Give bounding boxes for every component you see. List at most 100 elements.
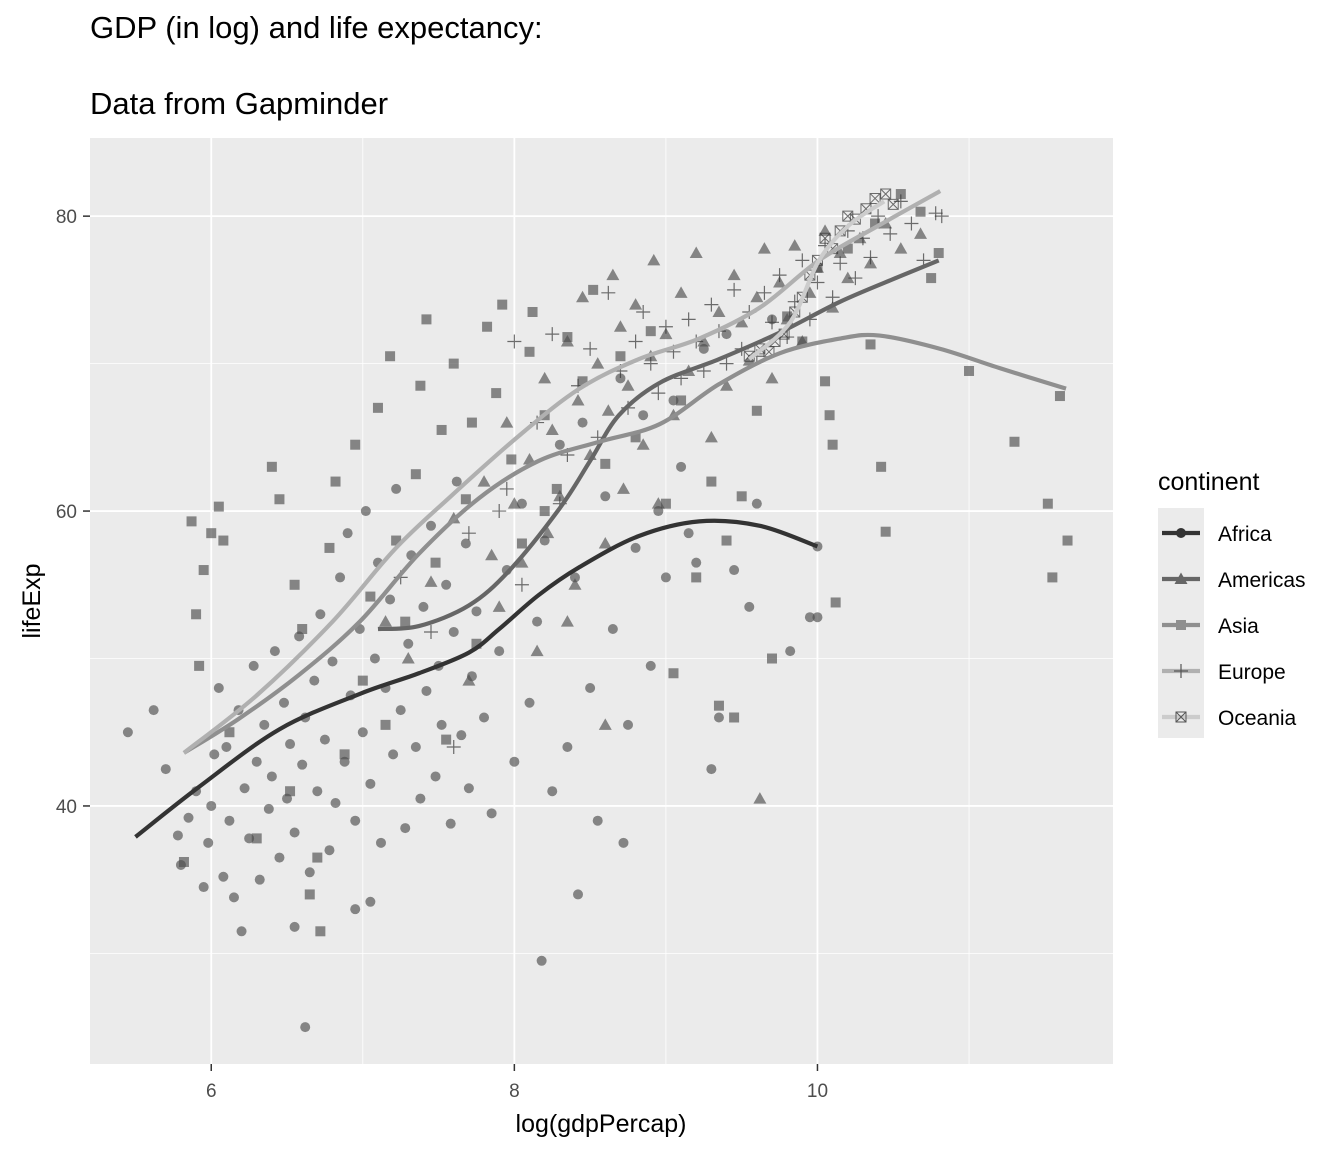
data-point [365,896,376,907]
data-point [827,439,838,450]
data-point [460,538,471,549]
data-point [400,823,411,834]
data-point [592,815,603,826]
data-point [312,852,323,863]
data-point [933,248,944,259]
data-point [630,432,641,443]
data-point [395,705,406,716]
legend-key-plus-icon [1174,664,1188,678]
data-point [645,660,656,671]
data-point [516,538,527,549]
data-point [289,579,300,590]
data-point [660,572,671,583]
data-point [451,476,462,487]
data-point [613,320,627,332]
data-point [206,528,217,539]
series-africa [122,314,823,1033]
data-point [379,615,393,627]
data-point [350,904,361,915]
data-point [830,597,841,608]
data-point [914,227,928,239]
data-point [607,624,618,635]
data-point [704,297,719,312]
legend-item-asia: Asia [1162,615,1259,638]
data-point [691,572,702,583]
data-point [691,557,702,568]
data-point [160,764,171,775]
data-point [403,638,414,649]
data-point [479,712,490,723]
data-point [213,682,224,693]
data-point [744,601,755,612]
legend-title: continent [1158,468,1260,496]
data-point [178,856,189,867]
data-point [430,771,441,782]
data-point [706,764,717,775]
data-point [285,739,296,750]
data-point [492,504,507,519]
data-point [697,334,711,347]
data-point [148,705,159,716]
data-point [515,556,529,568]
data-point [524,697,535,708]
data-point [713,712,724,723]
data-point [573,889,584,900]
data-point [643,356,658,371]
data-point [674,286,688,298]
data-point [871,209,886,224]
data-point [236,926,247,937]
smooth-line-asia [182,332,1067,755]
data-point [380,719,391,730]
data-point [388,749,399,760]
data-point [676,461,687,472]
data-point [221,741,232,752]
data-point [1054,391,1065,402]
legend-key-circle-icon [1176,528,1186,538]
data-point [785,646,796,657]
legend-item-oceania: Oceania [1162,707,1297,730]
y-axis-title: lifeExp [18,563,46,638]
data-point [466,417,477,428]
data-point [297,759,308,770]
data-point [471,606,482,617]
data-point [462,674,476,686]
data-point [551,483,562,494]
data-point [765,315,779,330]
data-point [532,616,543,627]
data-point [621,379,635,391]
data-point [751,405,762,416]
data-point [571,393,585,406]
data-point [315,926,326,937]
data-point [191,609,202,620]
y-tick-label: 40 [56,797,77,818]
data-point [720,379,734,391]
data-point [904,216,919,231]
chart-subtitle: Data from Gapminder [90,86,389,121]
data-point [562,741,573,752]
data-point [562,332,573,343]
data-point [536,955,547,966]
data-point [218,871,229,882]
data-point [424,624,438,639]
data-point [915,206,926,217]
data-point [430,557,441,568]
data-point [324,542,335,553]
data-point [742,354,756,366]
data-point [689,246,703,259]
data-point [553,489,567,502]
data-point [203,837,214,848]
data-point [463,783,474,794]
data-point [585,682,596,693]
legend-label: Asia [1218,615,1259,638]
data-point [810,275,825,290]
data-point [400,616,411,627]
data-point [401,652,415,664]
data-point [198,565,209,576]
data-point [577,417,588,428]
data-point [385,594,396,605]
data-point [629,298,643,310]
legend-label: Africa [1218,523,1272,546]
data-point [372,402,383,413]
data-point [259,719,270,730]
